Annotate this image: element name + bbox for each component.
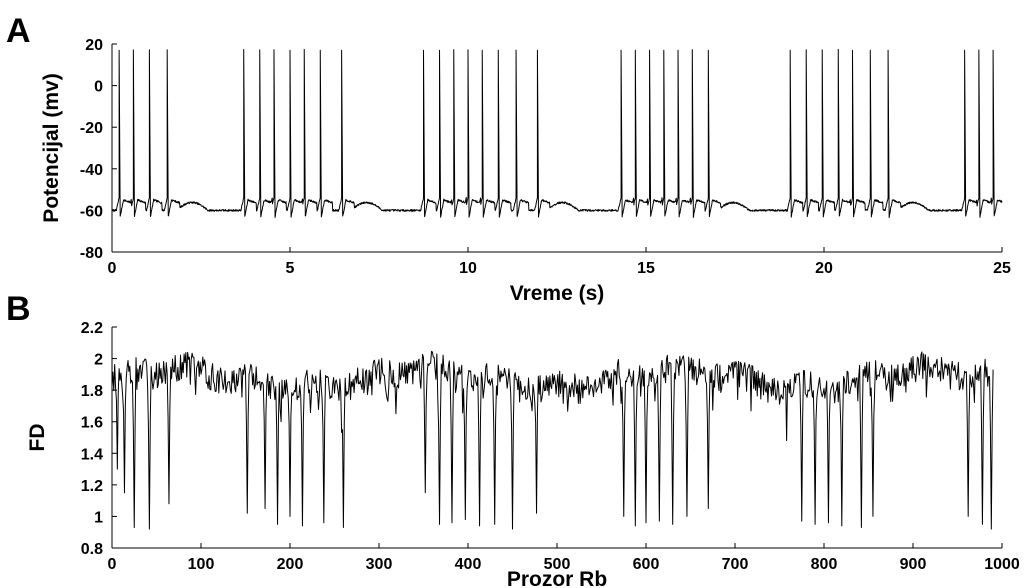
panel-a-x-tick-label: 15 xyxy=(637,260,655,277)
panel-b-plot: 2.2 2 1.8 1.6 1.4 1.2 1 0.8 0 100 200 300 400 500 600 7… xyxy=(81,320,1020,573)
panel-a-y-tick-label: -20 xyxy=(80,120,103,137)
panel-b-x-tick-label: 500 xyxy=(544,556,571,573)
panel-a-plot: 20 0 -20 -40 -60 -80 0 5 10 15 20 25 xyxy=(80,37,1011,277)
panel-b-y-tick-label: 1 xyxy=(94,509,103,526)
panel-b-x-tick-label: 600 xyxy=(633,556,660,573)
panel-b-y-tick-label: 1.6 xyxy=(81,415,103,432)
panel-b-x-tick-label: 400 xyxy=(455,556,482,573)
panel-a-y-tick-label: 0 xyxy=(94,79,103,96)
panel-b-y-tick-label: 1.4 xyxy=(81,446,103,463)
panel-b-x-tick-label: 700 xyxy=(722,556,749,573)
panel-b-x-tick-label: 100 xyxy=(188,556,215,573)
panel-b-x-tick-label: 900 xyxy=(900,556,927,573)
panel-a-y-tick-label: 20 xyxy=(85,37,103,54)
panel-a-letter: A xyxy=(6,12,31,50)
panel-a-x-tick-label: 25 xyxy=(993,260,1011,277)
panel-a-x-tick-label: 10 xyxy=(459,260,477,277)
panel-b-y-tick-label: 0.8 xyxy=(81,541,103,558)
panel-b-y-axis-label: FD xyxy=(26,424,49,452)
panel-a-x-tick-label: 0 xyxy=(108,260,117,277)
panel-b-letter: B xyxy=(6,290,31,328)
panel-b-x-tick-label: 0 xyxy=(108,556,117,573)
panel-a-y-tick-label: -60 xyxy=(80,203,103,220)
panel-b-x-tick-label: 800 xyxy=(811,556,838,573)
panel-a-y-tick-label: -80 xyxy=(80,245,103,262)
panel-b-fractal-dimension-trace xyxy=(111,350,994,530)
panel-b-y-tick-label: 2.2 xyxy=(81,320,103,337)
panel-a-membrane-potential-trace xyxy=(111,48,1003,219)
panel-b-y-tick-label: 1.2 xyxy=(81,478,103,495)
panel-a-x-axis-label: Vreme (s) xyxy=(510,282,605,305)
panel-b-x-tick-label: 200 xyxy=(277,556,304,573)
panel-b-x-tick-label: 300 xyxy=(366,556,393,573)
panel-a-y-tick-label: -40 xyxy=(80,162,103,179)
panel-b-y-tick-label: 1.8 xyxy=(81,383,103,400)
panel-a-x-tick-label: 5 xyxy=(286,260,295,277)
panel-b-x-axis-label: Prozor Rb xyxy=(507,568,607,588)
panel-a-x-tick-label: 20 xyxy=(815,260,833,277)
panel-b-y-tick-label: 2 xyxy=(94,352,103,369)
panel-a-y-axis-label: Potencijal (mv) xyxy=(40,73,63,222)
panel-b-x-tick-label: 1000 xyxy=(984,556,1020,573)
